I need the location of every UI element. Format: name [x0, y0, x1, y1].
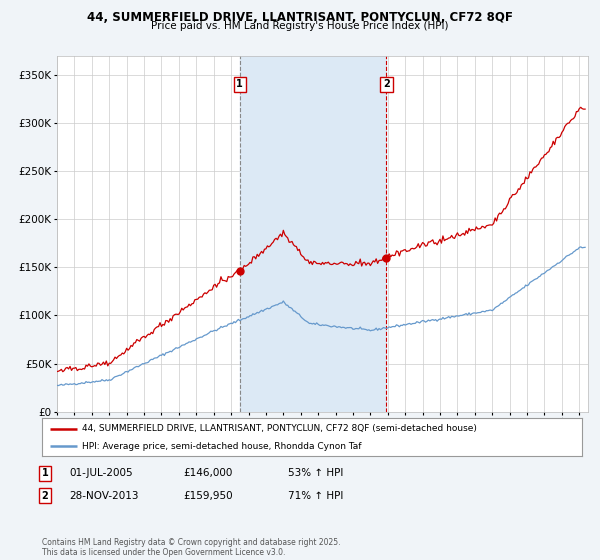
Text: HPI: Average price, semi-detached house, Rhondda Cynon Taf: HPI: Average price, semi-detached house,… — [83, 442, 362, 451]
Text: 53% ↑ HPI: 53% ↑ HPI — [288, 468, 343, 478]
Text: Price paid vs. HM Land Registry's House Price Index (HPI): Price paid vs. HM Land Registry's House … — [151, 21, 449, 31]
Text: 44, SUMMERFIELD DRIVE, LLANTRISANT, PONTYCLUN, CF72 8QF: 44, SUMMERFIELD DRIVE, LLANTRISANT, PONT… — [87, 11, 513, 24]
Text: 44, SUMMERFIELD DRIVE, LLANTRISANT, PONTYCLUN, CF72 8QF (semi-detached house): 44, SUMMERFIELD DRIVE, LLANTRISANT, PONT… — [83, 424, 478, 433]
Text: Contains HM Land Registry data © Crown copyright and database right 2025.
This d: Contains HM Land Registry data © Crown c… — [42, 538, 341, 557]
Text: 2: 2 — [383, 80, 390, 90]
Text: 2: 2 — [41, 491, 49, 501]
Text: 01-JUL-2005: 01-JUL-2005 — [69, 468, 133, 478]
Text: 28-NOV-2013: 28-NOV-2013 — [69, 491, 139, 501]
Text: 71% ↑ HPI: 71% ↑ HPI — [288, 491, 343, 501]
Text: £146,000: £146,000 — [183, 468, 232, 478]
Bar — [240, 56, 386, 412]
Text: 1: 1 — [41, 468, 49, 478]
Text: £159,950: £159,950 — [183, 491, 233, 501]
Text: 1: 1 — [236, 80, 243, 90]
